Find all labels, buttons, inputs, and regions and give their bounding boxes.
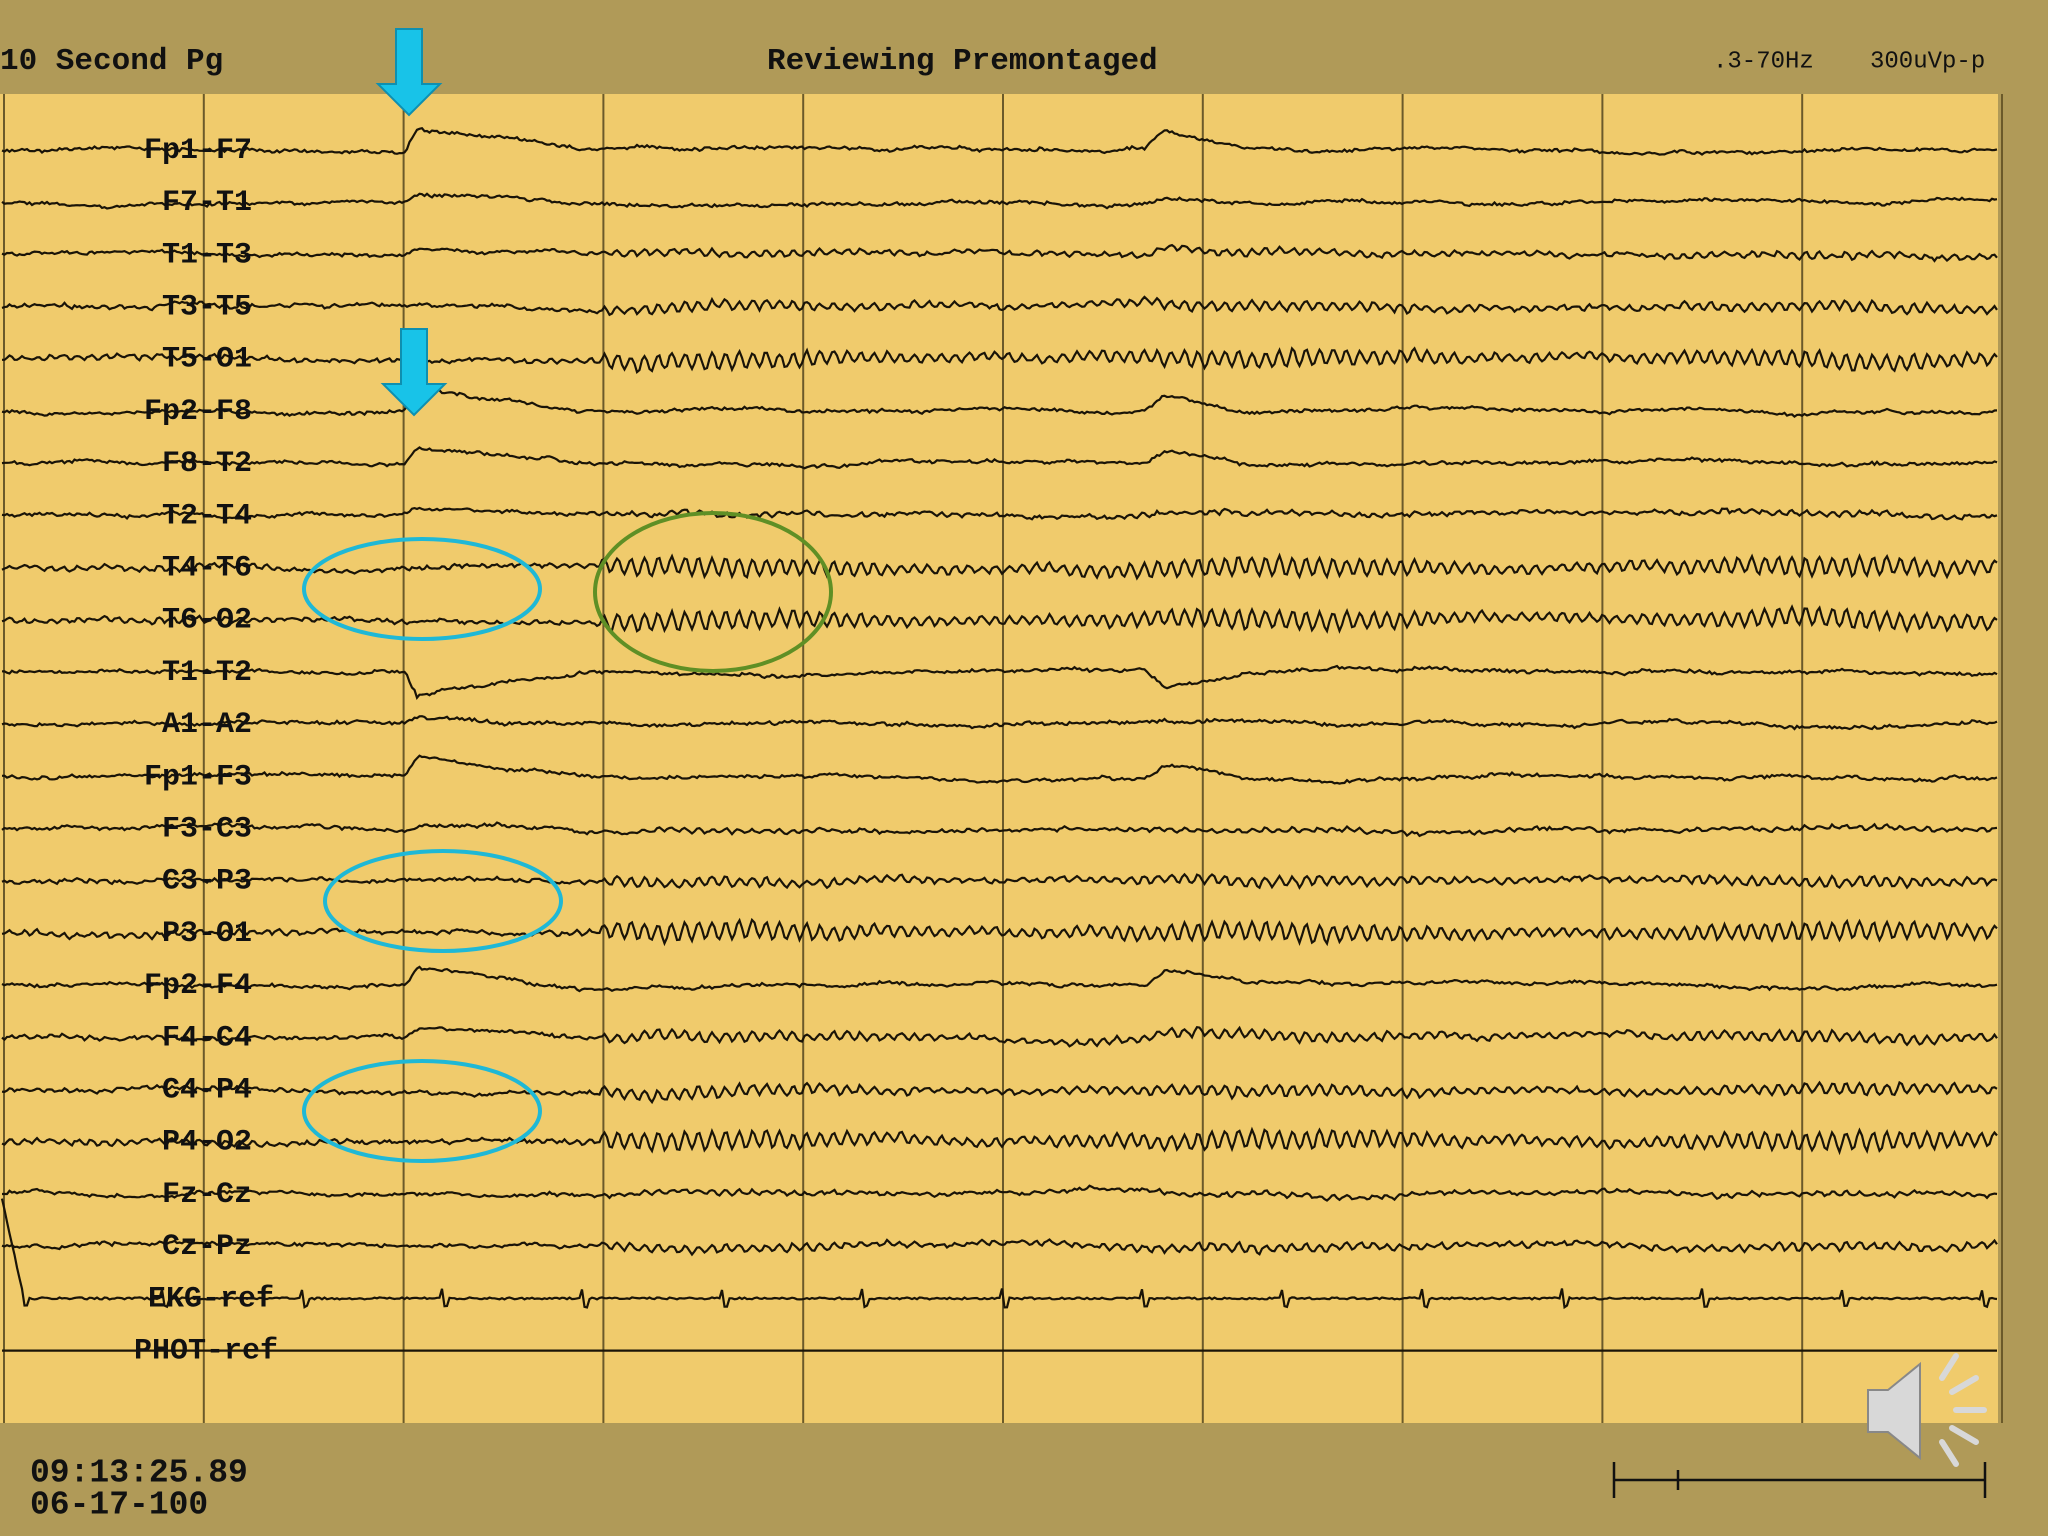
eeg-trace [1, 192, 1998, 210]
eeg-trace [0, 1198, 1998, 1310]
review-mode: Reviewing Premontaged [767, 44, 1158, 79]
eeg-trace [1, 917, 1998, 947]
eeg-trace [1, 1238, 1998, 1257]
eeg-trace [1, 664, 1998, 700]
eeg-trace [1, 1080, 1998, 1105]
channel-label: C4-P4 [162, 1074, 252, 1108]
channel-label: F3-C3 [162, 813, 252, 847]
arrow [375, 28, 443, 117]
eeg-trace [1, 295, 1998, 317]
channel-label: T2-T4 [162, 499, 252, 533]
channel-label: Fp1-F3 [144, 760, 252, 794]
channel-label: T1-T3 [162, 238, 252, 272]
channel-label: T3-T5 [162, 291, 252, 325]
channel-label: Cz-Pz [162, 1230, 252, 1264]
channel-label: Fp2-F4 [144, 969, 252, 1003]
eeg-trace [1, 715, 1998, 731]
arrow [380, 328, 448, 417]
annotations [302, 511, 833, 1163]
eeg-trace [1, 385, 1998, 418]
channel-label: T6-O2 [162, 604, 252, 638]
traces [0, 126, 1998, 1352]
filter-setting: .3-70Hz [1713, 48, 1814, 75]
channel-label: PHOT-ref [134, 1335, 278, 1369]
scale-bar [1612, 1462, 1987, 1498]
time-grid [3, 94, 2003, 1423]
eeg-trace [1, 243, 1998, 263]
channel-label: F7-T1 [162, 186, 252, 220]
channel-label: P4-O2 [162, 1126, 252, 1160]
eeg-trace [1, 446, 1998, 470]
speaker-icon[interactable] [1867, 1353, 1987, 1467]
channel-label: A1-A2 [162, 708, 252, 742]
trace-panel [0, 94, 1998, 1423]
timestamp: 09:13:25.89 [30, 1455, 248, 1492]
channel-label: T1-T2 [162, 656, 252, 690]
eeg-trace [1, 604, 1998, 634]
channel-label: T4-T6 [162, 552, 252, 586]
channel-label: T5-O1 [162, 343, 252, 377]
channel-label: Fp1-F7 [144, 134, 252, 168]
channel-label: Fp2-F8 [144, 395, 252, 429]
eeg-trace [1, 126, 1998, 156]
eeg-trace [1, 1025, 1998, 1048]
channel-label: F4-C4 [162, 1021, 252, 1055]
eeg-trace [2, 346, 1998, 375]
eeg-trace [1, 965, 1998, 993]
eeg-trace [1, 821, 1998, 838]
eeg-trace [2, 1184, 1998, 1202]
eeg-trace [1, 754, 1998, 785]
channel-labels: Fp1-F7 F7-T1 T1-T3 T3-T5 T5-O1 Fp2-F8 F8-T2 T2-… [134, 134, 278, 1369]
channel-label: P3-O1 [162, 917, 252, 951]
page-length: 10 Second Pg [0, 44, 223, 79]
channel-label: Fz-Cz [162, 1178, 252, 1212]
eeg-trace [1, 1126, 1998, 1156]
eeg-trace [1, 506, 1998, 521]
channel-label: F8-T2 [162, 447, 252, 481]
channel-label: C3-P3 [162, 865, 252, 899]
sensitivity-setting: 300uVp-p [1870, 48, 1985, 75]
channel-label: EKG-ref [148, 1282, 274, 1316]
date: 06-17-100 [30, 1487, 208, 1524]
eeg-trace [1, 552, 1998, 581]
